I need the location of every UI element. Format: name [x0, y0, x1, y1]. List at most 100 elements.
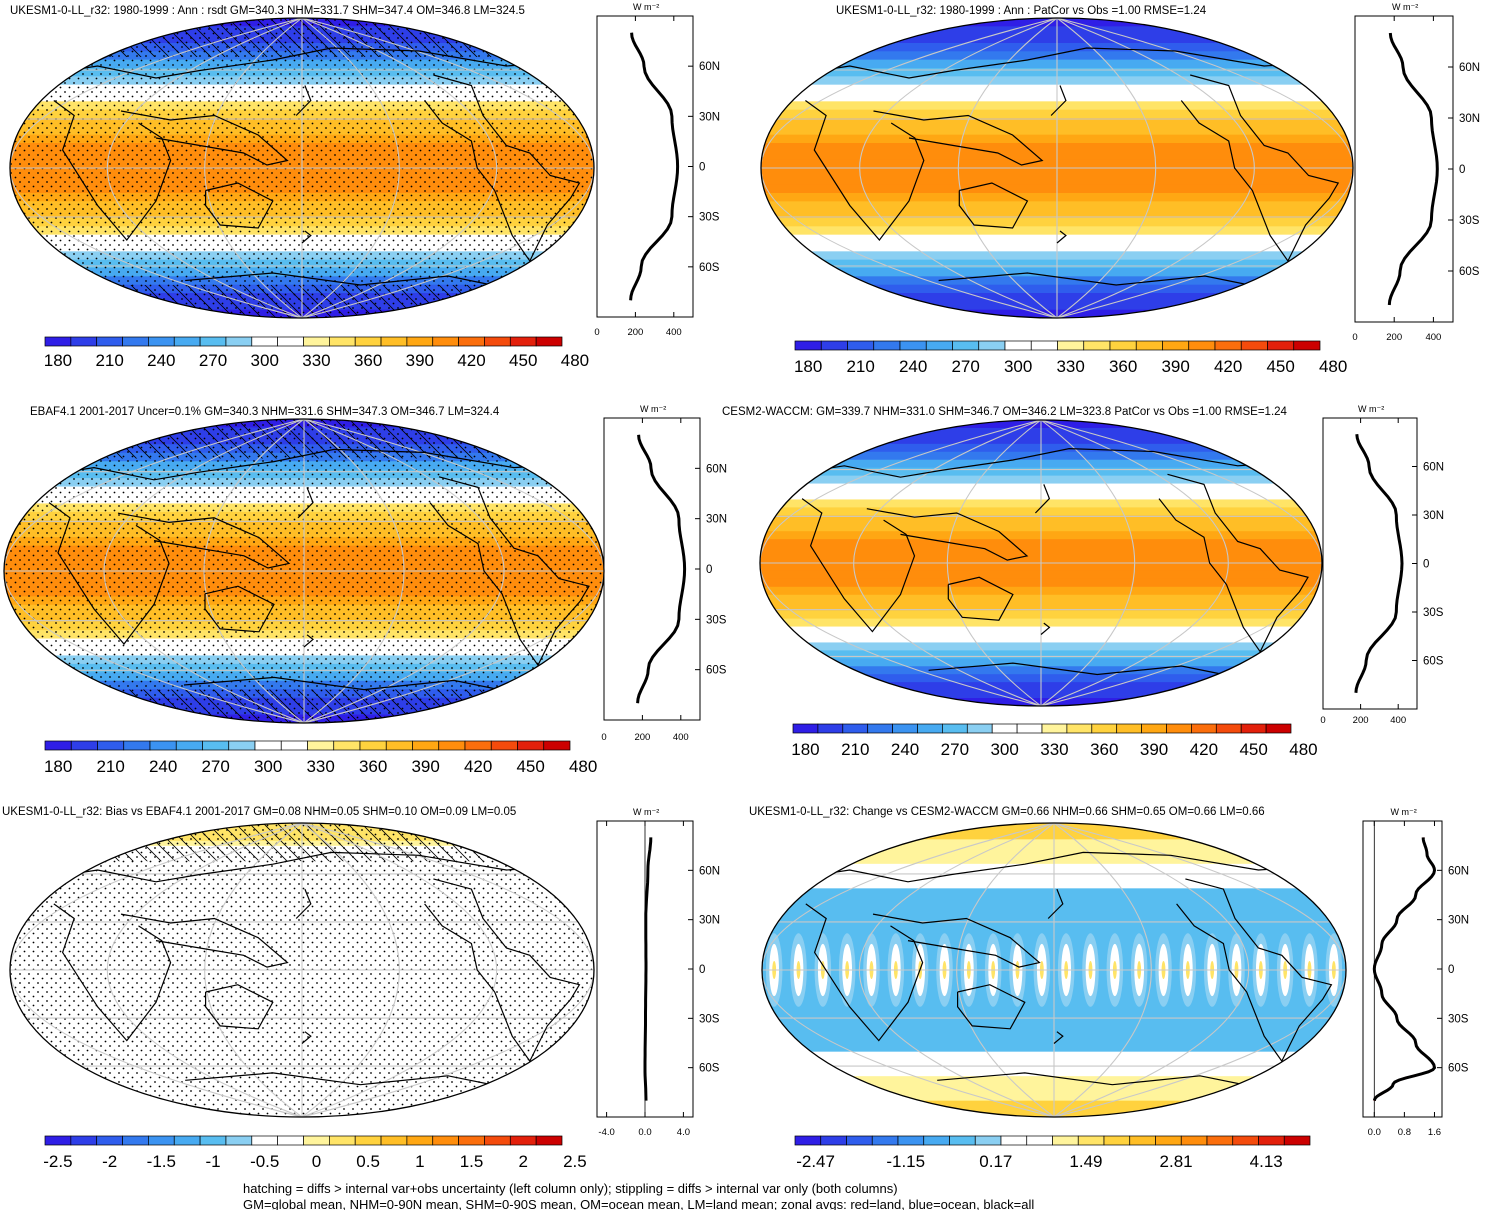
map-outline — [759, 419, 1323, 707]
colorbar-swatch — [1258, 1135, 1285, 1146]
colorbar-swatch — [1206, 1135, 1234, 1146]
colorbar-swatch — [228, 740, 256, 751]
colorbar-swatch — [303, 336, 330, 347]
map-outline — [760, 17, 1354, 319]
colorbar-swatch — [925, 340, 953, 351]
colorbar-label: 2.81 — [1160, 1152, 1193, 1171]
colorbar-swatch — [1180, 1135, 1208, 1146]
colorbar-swatch — [509, 336, 537, 347]
graticule-meridian — [853, 420, 1042, 706]
zonal-value-tick-label: 400 — [1390, 715, 1406, 726]
colorbar-swatch — [97, 740, 125, 751]
coastline — [1053, 1031, 1064, 1044]
colorbar-label: 2.5 — [563, 1152, 587, 1171]
colorbar-swatch — [70, 740, 98, 751]
map-p6 — [761, 822, 1347, 1118]
colorbar-swatch — [917, 723, 943, 734]
graticule-meridian — [1040, 420, 1322, 706]
colorbar-label: 2 — [518, 1152, 527, 1171]
colorbar-swatch — [354, 336, 382, 347]
zonal-value-tick-label: -4.0 — [598, 1127, 614, 1138]
colorbar-swatch — [385, 740, 413, 751]
colorbar-swatch — [225, 336, 253, 347]
colorbar-swatch — [1240, 340, 1268, 351]
colorbar-label: 4.13 — [1250, 1152, 1283, 1171]
colorbar-swatch — [871, 1135, 899, 1146]
colorbar-p4: 180 210 240 270 300 330 360 390 420 450 480 — [791, 723, 1318, 759]
colorbar-swatch — [794, 1135, 822, 1146]
colorbar-swatch — [333, 740, 361, 751]
coastline — [205, 182, 274, 229]
colorbar-swatch — [432, 1135, 459, 1146]
graticule-meridian — [760, 420, 1042, 706]
zonal-lat-tick-label: 0 — [1423, 559, 1429, 571]
coastline — [204, 585, 275, 633]
zonal-p3: W m⁻² 60N 30N 0 30S 60S 0 200 400 — [601, 404, 727, 743]
coastline — [53, 100, 172, 241]
colorbar-label: 330 — [302, 351, 330, 370]
zonal-value-tick-label: 400 — [666, 327, 682, 338]
coastline — [928, 662, 1238, 678]
graticule-meridian — [106, 18, 303, 318]
colorbar-label: 480 — [569, 757, 597, 776]
colorbar-label: -2 — [102, 1152, 117, 1171]
colorbar-swatch — [280, 740, 308, 751]
colorbar-label: 360 — [1109, 357, 1137, 376]
colorbar-swatch — [148, 1135, 175, 1146]
colorbar-swatch — [543, 740, 571, 751]
panel-title: EBAF4.1 2001-2017 Uncer=0.1% GM=340.3 NH… — [30, 406, 500, 418]
colorbar-label: 1 — [415, 1152, 424, 1171]
colorbar-swatch — [149, 740, 177, 751]
zonal-value-tick-label: 0 — [601, 732, 606, 743]
colorbar-swatch — [942, 723, 968, 734]
colorbar-swatch — [458, 336, 485, 347]
colorbar-swatch — [1166, 723, 1192, 734]
colorbar-swatch — [1016, 723, 1043, 734]
coastline — [1047, 888, 1064, 919]
map-outline — [9, 17, 595, 319]
zonal-value-tick-label: 200 — [627, 327, 643, 338]
zonal-value-tick-label: 0.0 — [1368, 1127, 1381, 1138]
colorbar-swatch — [380, 1135, 408, 1146]
colorbar-swatch — [96, 336, 123, 347]
zonal-lat-tick-label: 60N — [1459, 62, 1480, 74]
coastline — [120, 110, 289, 166]
coastline — [1180, 74, 1340, 263]
colorbar-swatch — [329, 1135, 356, 1146]
colorbar-label: 420 — [457, 351, 485, 370]
zonal-lat-tick-label: 30N — [699, 915, 720, 927]
colorbar-swatch — [70, 336, 98, 347]
graticule-meridian — [1056, 18, 1255, 318]
colorbar-swatch — [1083, 340, 1111, 351]
colorbar-swatch — [329, 336, 356, 347]
colorbar-swatch — [1135, 340, 1163, 351]
colorbar-swatch — [199, 336, 227, 347]
colorbar-swatch — [148, 336, 175, 347]
panel-title: CESM2-WACCM: GM=339.7 NHM=331.0 SHM=346.… — [722, 406, 1288, 418]
graticule-meridian — [1053, 823, 1250, 1117]
colorbar-swatch — [173, 336, 201, 347]
colorbar-label: 210 — [96, 757, 124, 776]
zonal-lat-tick-label: 0 — [1459, 164, 1465, 176]
colorbar-label: 240 — [149, 757, 177, 776]
panel-p3: EBAF4.1 2001-2017 Uncer=0.1% GM=340.3 NH… — [3, 404, 727, 776]
colorbar-swatch — [277, 1135, 304, 1146]
zonal-lat-tick-label: 60S — [1459, 266, 1480, 278]
zonal-line-all — [629, 32, 680, 301]
colorbar-label: 270 — [199, 351, 227, 370]
colorbar-swatch — [817, 723, 844, 734]
colorbar-swatch — [846, 1135, 873, 1146]
coastline — [1050, 85, 1067, 116]
map-p2 — [760, 17, 1354, 319]
units-label: W m⁻² — [1358, 404, 1384, 414]
zonal-lat-tick-label: 60N — [1423, 462, 1444, 474]
colorbar-swatch — [873, 340, 901, 351]
coastline — [1158, 473, 1309, 653]
colorbar-swatch — [123, 740, 151, 751]
colorbar-swatch — [1155, 1135, 1182, 1146]
zonal-lat-tick-label: 0 — [699, 964, 705, 976]
colorbar-swatch — [490, 740, 518, 751]
colorbar-swatch — [820, 1135, 847, 1146]
zonal-lat-tick-label: 60N — [706, 463, 727, 475]
colorbar-swatch — [1066, 723, 1093, 734]
